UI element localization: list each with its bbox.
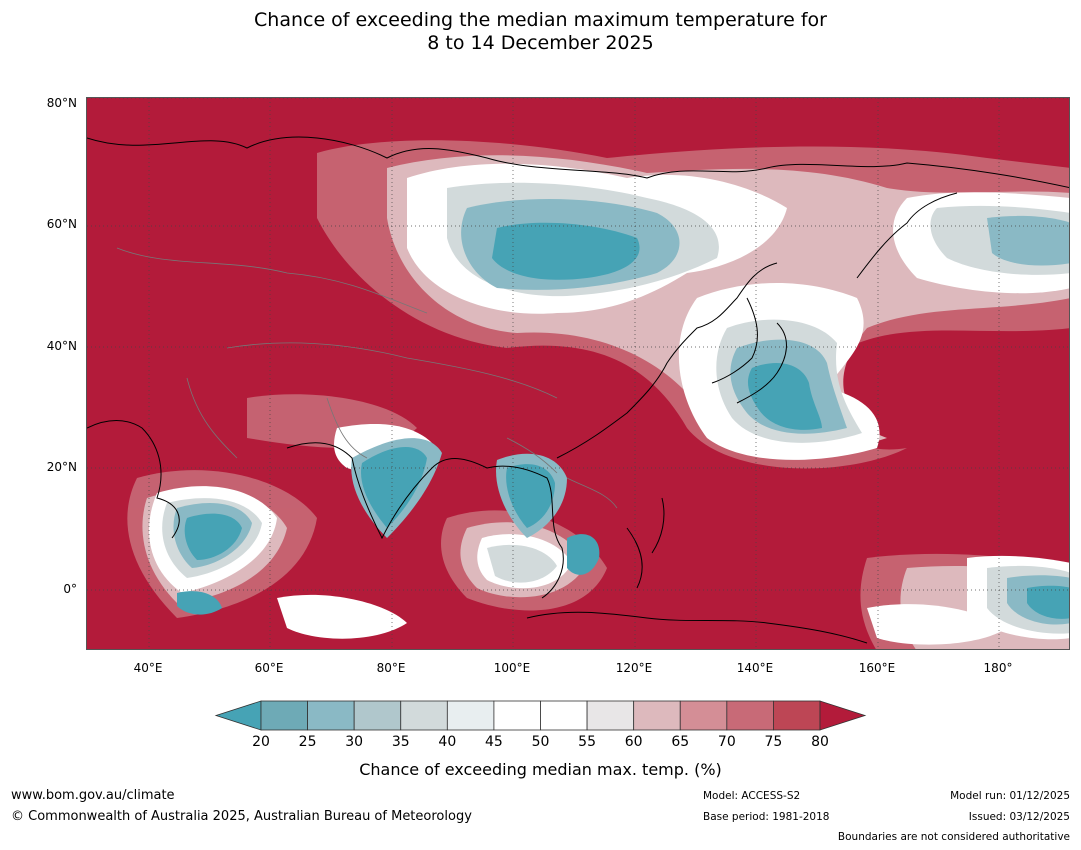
colorbar-tick-label: 65 bbox=[671, 734, 690, 750]
colorbar-segment bbox=[353, 700, 402, 731]
title-line-2: 8 to 14 December 2025 bbox=[427, 32, 654, 54]
colorbar-tick-label: 35 bbox=[391, 734, 410, 750]
lat-label-20n: 20°N bbox=[46, 460, 77, 474]
model-run-date: Model run: 01/12/2025 bbox=[950, 790, 1070, 802]
colorbar-segment bbox=[586, 700, 635, 731]
colorbar-tick-label: 30 bbox=[345, 734, 364, 750]
colorbar-tick-label: 80 bbox=[811, 734, 829, 750]
colorbar-segment bbox=[540, 700, 588, 731]
colorbar-tick-label: 70 bbox=[717, 734, 736, 750]
colorbar-segment bbox=[726, 700, 774, 731]
lat-label-60n: 60°N bbox=[46, 217, 77, 231]
lon-label-80e: 80°E bbox=[376, 661, 406, 675]
lon-label-120e: 120°E bbox=[615, 661, 653, 675]
colorbar-tick-label: 55 bbox=[578, 734, 596, 750]
colorbar-tick-label: 25 bbox=[298, 734, 317, 750]
coastlines bbox=[87, 136, 1069, 644]
field-layer-strong-blue bbox=[177, 222, 1069, 619]
colorbar-segment bbox=[446, 700, 495, 731]
lat-label-0: 0° bbox=[63, 582, 77, 596]
lon-label-40e: 40°E bbox=[133, 661, 163, 675]
colorbar-segment bbox=[679, 700, 728, 731]
lat-label-40n: 40°N bbox=[46, 339, 77, 353]
colorbar-tick-label: 20 bbox=[252, 734, 270, 750]
lon-label-160e: 160°E bbox=[858, 661, 896, 675]
lon-label-140e: 140°E bbox=[736, 661, 774, 675]
colorbar-tick-label: 50 bbox=[531, 734, 550, 750]
lon-label-60e: 60°E bbox=[254, 661, 284, 675]
borders bbox=[116, 247, 618, 509]
website-link[interactable]: www.bom.gov.au/climate bbox=[11, 788, 175, 803]
temperature-probability-map bbox=[86, 97, 1070, 650]
boundaries-note: Boundaries are not considered authoritat… bbox=[837, 831, 1070, 843]
lon-label-180: 180° bbox=[983, 661, 1013, 675]
colorbar-tick-label: 75 bbox=[764, 734, 783, 750]
colorbar-segment bbox=[773, 700, 821, 731]
colorbar-segment bbox=[400, 700, 448, 731]
colorbar-segment bbox=[260, 700, 308, 731]
colorbar-tick-label: 45 bbox=[484, 734, 503, 750]
model-name: Model: ACCESS-S2 bbox=[703, 790, 801, 802]
colorbar-segment bbox=[307, 700, 355, 731]
colorbar-segment bbox=[493, 700, 541, 731]
lat-label-80n: 80°N bbox=[46, 96, 77, 110]
colorbar-extend-low bbox=[214, 700, 262, 731]
graticule bbox=[87, 98, 1069, 649]
map-title: Chance of exceeding the median maximum t… bbox=[0, 9, 1081, 55]
colorbar-title: Chance of exceeding median max. temp. (%… bbox=[359, 760, 722, 779]
colorbar-segment bbox=[633, 700, 681, 731]
colorbar-tick-label: 40 bbox=[438, 734, 457, 750]
copyright-text: © Commonwealth of Australia 2025, Austra… bbox=[11, 809, 472, 824]
issued-date: Issued: 03/12/2025 bbox=[968, 811, 1070, 823]
lon-label-100e: 100°E bbox=[493, 661, 531, 675]
colorbar-tick-label: 60 bbox=[624, 734, 643, 750]
colorbar bbox=[214, 700, 867, 731]
base-period: Base period: 1981-2018 bbox=[703, 811, 830, 823]
map-canvas bbox=[87, 98, 1069, 649]
colorbar-extend-high bbox=[819, 700, 867, 731]
title-line-1: Chance of exceeding the median maximum t… bbox=[254, 9, 827, 31]
